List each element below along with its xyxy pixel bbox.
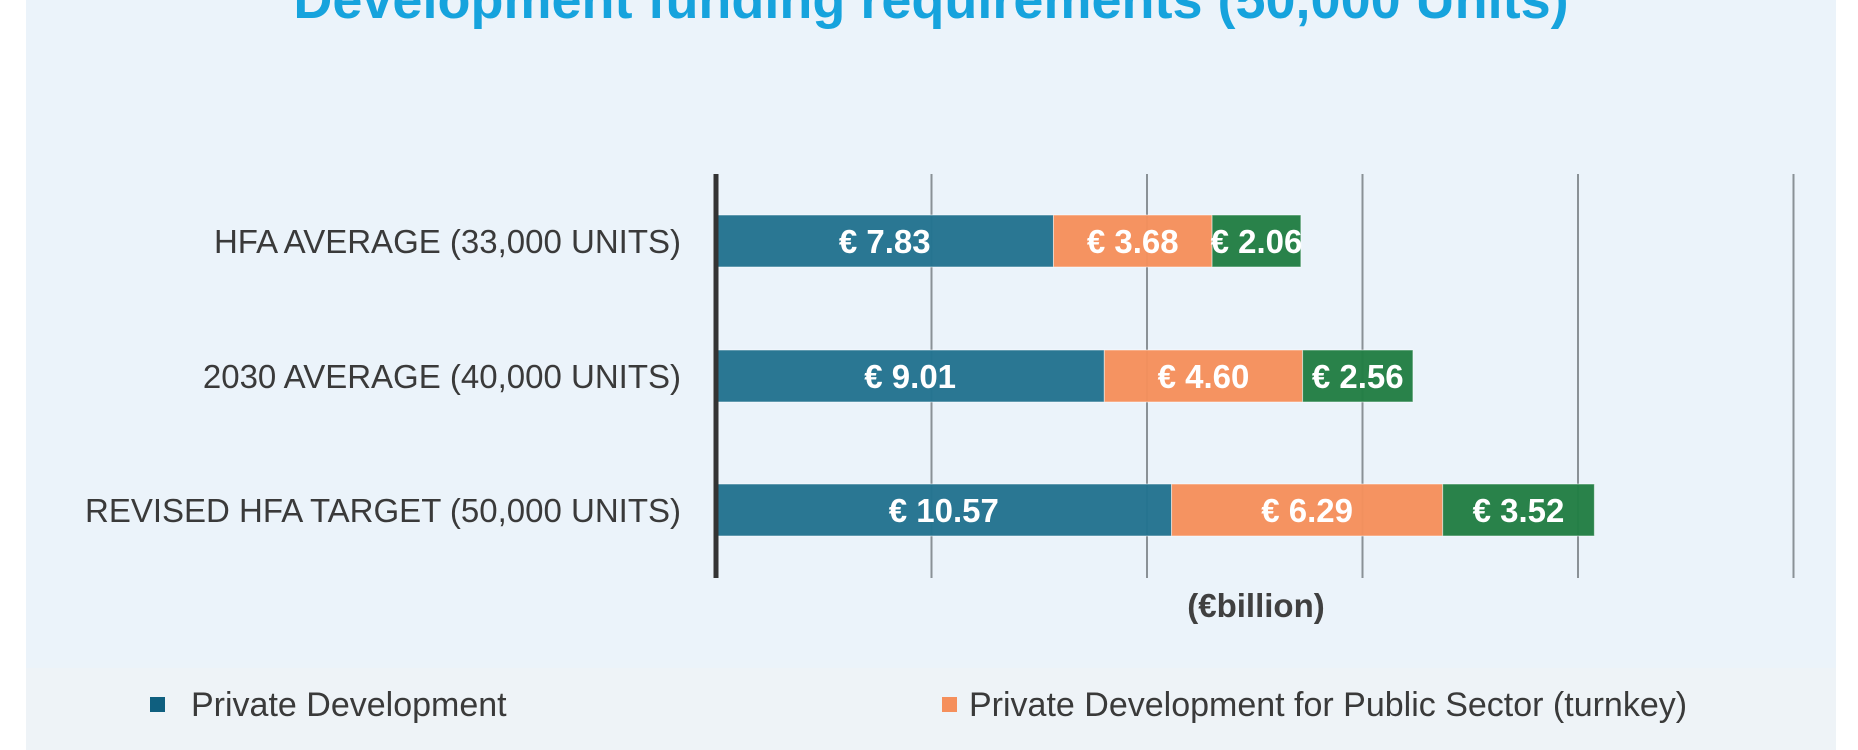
chart-title: Development funding requirements (50,000…	[293, 0, 1569, 30]
category-label-1: HFA AVERAGE (33,000 UNITS)	[214, 223, 681, 260]
data-label-3-series-2: € 6.29	[1261, 492, 1353, 529]
category-label-2: 2030 AVERAGE (40,000 UNITS)	[203, 358, 681, 395]
category-label-3: REVISED HFA TARGET (50,000 UNITS)	[85, 492, 681, 529]
data-label-1-series-2: € 3.68	[1087, 223, 1179, 260]
data-label-3-series-3: € 3.52	[1473, 492, 1565, 529]
data-label-2-series-3: € 2.56	[1312, 358, 1404, 395]
legend-swatch-2	[942, 697, 957, 712]
legend-label-2: Private Development for Public Sector (t…	[969, 686, 1687, 724]
bar-2-series-3	[1302, 349, 1414, 403]
data-label-1-series-3: € 2.06	[1211, 223, 1303, 260]
data-label-2-series-1: € 9.01	[864, 358, 956, 395]
data-label-1-series-1: € 7.83	[839, 223, 931, 260]
legend-band	[26, 668, 1836, 750]
legend-swatch-1	[150, 697, 165, 712]
x-axis-label: (€billion)	[1187, 587, 1324, 624]
bar-3-series-1	[715, 483, 1173, 537]
bar-2-series-2	[1103, 349, 1304, 403]
bar-3-series-2	[1171, 483, 1444, 537]
bar-3-series-3	[1442, 483, 1595, 537]
data-label-3-series-1: € 10.57	[889, 492, 999, 529]
legend-label-1: Private Development	[191, 686, 507, 724]
data-label-2-series-2: € 4.60	[1158, 358, 1250, 395]
bar-1-series-3	[1211, 214, 1302, 268]
